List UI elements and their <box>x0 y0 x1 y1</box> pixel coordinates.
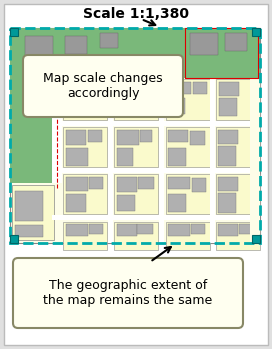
Bar <box>15 191 43 221</box>
Bar <box>15 225 43 237</box>
Bar <box>12 185 54 240</box>
Bar <box>10 28 260 243</box>
FancyBboxPatch shape <box>13 258 243 328</box>
Bar <box>66 194 86 212</box>
Bar <box>252 28 260 36</box>
Bar <box>168 130 188 142</box>
Bar <box>108 78 113 243</box>
Bar <box>117 195 135 211</box>
Bar <box>239 224 253 234</box>
Bar <box>63 174 107 214</box>
Bar <box>117 224 137 236</box>
Bar <box>252 235 260 243</box>
Bar <box>190 131 205 145</box>
Bar <box>89 224 103 234</box>
Bar <box>52 215 260 220</box>
Text: Scale 1:1,380: Scale 1:1,380 <box>83 7 189 21</box>
Bar <box>52 121 260 126</box>
FancyBboxPatch shape <box>23 55 183 117</box>
Bar <box>117 82 137 96</box>
Bar <box>10 235 18 243</box>
Bar <box>216 174 260 214</box>
Bar <box>193 82 207 94</box>
Bar <box>219 98 237 116</box>
Bar <box>63 127 107 167</box>
Bar <box>169 98 185 114</box>
Bar <box>168 148 186 166</box>
Bar <box>166 222 210 250</box>
Bar <box>216 79 260 120</box>
Bar <box>88 130 102 142</box>
Bar <box>218 130 238 144</box>
Bar <box>66 98 86 116</box>
Bar <box>66 82 84 96</box>
Bar <box>169 82 191 94</box>
Bar <box>117 98 135 116</box>
Bar <box>219 82 239 96</box>
Bar <box>10 28 260 78</box>
Bar <box>25 36 53 58</box>
Text: Map scale changes
accordingly: Map scale changes accordingly <box>43 72 163 100</box>
Bar <box>89 177 103 189</box>
Bar <box>114 127 158 167</box>
Bar <box>216 127 260 167</box>
Bar <box>216 222 260 250</box>
Bar <box>117 148 133 166</box>
Bar <box>10 78 52 183</box>
Bar <box>117 130 139 145</box>
Bar <box>66 224 88 236</box>
Bar <box>166 79 210 120</box>
Text: The geographic extent of
the map remains the same: The geographic extent of the map remains… <box>43 279 213 307</box>
Bar <box>114 79 158 120</box>
Bar <box>117 177 137 192</box>
Bar <box>114 222 158 250</box>
Bar <box>138 177 154 189</box>
Bar <box>192 178 206 192</box>
Bar <box>66 148 88 166</box>
Bar <box>66 177 88 191</box>
Bar <box>166 174 210 214</box>
Bar <box>191 224 205 234</box>
Bar <box>250 78 260 243</box>
Bar <box>114 174 158 214</box>
Bar <box>166 127 210 167</box>
Bar <box>66 130 86 145</box>
Bar <box>140 130 152 142</box>
Bar <box>10 28 18 36</box>
Bar <box>52 168 260 173</box>
Bar <box>225 33 247 51</box>
Bar <box>137 224 153 234</box>
Bar <box>63 79 107 120</box>
Bar <box>10 28 260 243</box>
Bar <box>218 177 238 191</box>
Bar <box>185 28 258 78</box>
Bar <box>52 78 62 183</box>
Bar <box>86 82 101 92</box>
Bar <box>210 78 215 243</box>
Bar <box>218 193 236 213</box>
Bar <box>100 33 118 48</box>
Bar <box>139 82 151 92</box>
Bar <box>218 224 238 236</box>
Bar <box>168 177 190 189</box>
Bar <box>168 194 186 212</box>
Bar <box>65 36 87 54</box>
Bar <box>159 78 164 243</box>
Bar <box>168 224 190 236</box>
Bar <box>218 146 236 166</box>
Bar <box>190 33 218 55</box>
FancyBboxPatch shape <box>4 4 268 345</box>
Bar <box>63 222 107 250</box>
